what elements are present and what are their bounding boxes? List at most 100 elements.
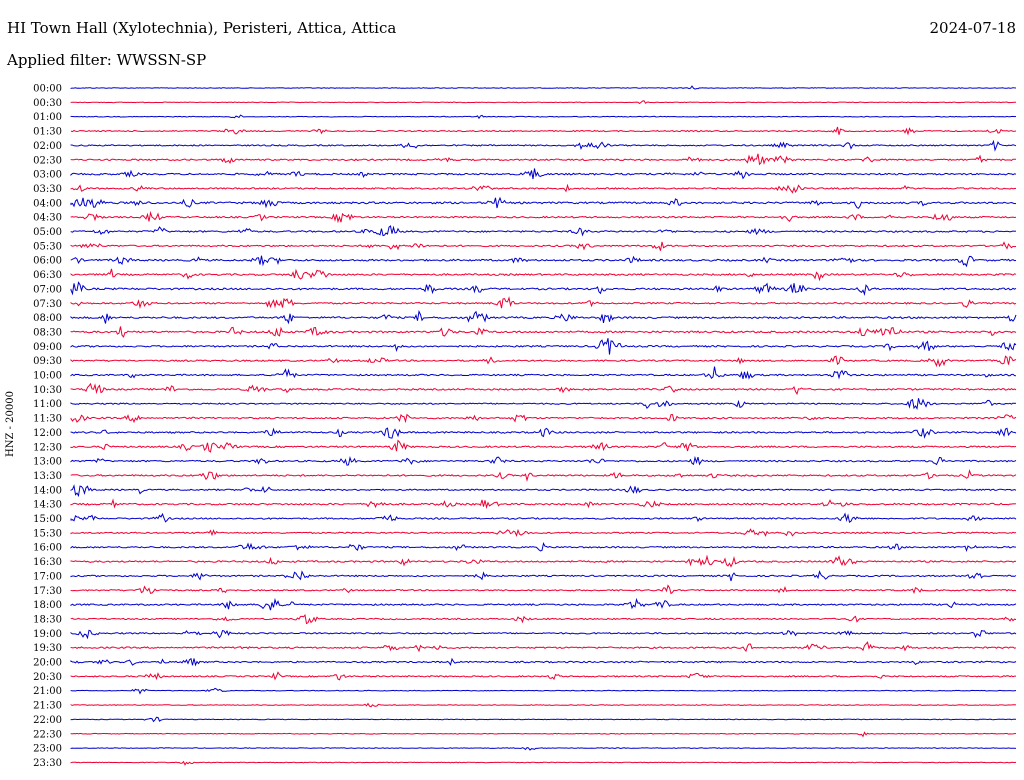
trace-line xyxy=(70,268,1017,282)
trace-line xyxy=(70,702,1017,708)
time-label: 09:30 xyxy=(33,356,62,367)
seismic-traces xyxy=(70,85,1017,766)
trace-line xyxy=(70,613,1017,625)
trace-line xyxy=(70,484,1017,498)
time-label: 04:00 xyxy=(33,198,62,209)
trace-line xyxy=(70,85,1017,90)
time-label: 13:30 xyxy=(33,471,62,482)
trace-line xyxy=(70,100,1016,105)
trace-line xyxy=(70,731,1017,738)
trace-line xyxy=(70,584,1017,595)
filter-label: Applied filter: WWSSN-SP xyxy=(7,51,207,69)
trace-line xyxy=(70,554,1017,568)
time-label: 10:30 xyxy=(33,385,62,396)
time-label: 16:30 xyxy=(33,557,62,568)
trace-line xyxy=(70,455,1017,466)
trace-line xyxy=(70,309,1017,325)
time-label: 05:00 xyxy=(33,227,62,238)
trace-line xyxy=(70,498,1017,510)
time-label: 07:30 xyxy=(33,299,62,310)
time-label: 12:30 xyxy=(33,442,62,453)
time-label: 01:30 xyxy=(33,127,62,138)
time-label: 20:30 xyxy=(33,672,62,683)
time-label: 17:30 xyxy=(33,586,62,597)
trace-line xyxy=(70,355,1017,368)
time-label: 20:00 xyxy=(33,658,62,669)
trace-line xyxy=(70,597,1017,611)
time-label: 00:30 xyxy=(33,98,62,109)
time-label: 11:00 xyxy=(33,399,62,410)
trace-line xyxy=(70,338,1017,355)
trace-line xyxy=(70,687,1017,695)
trace-line xyxy=(70,153,1016,166)
time-label: 14:00 xyxy=(33,485,62,496)
time-label: 02:30 xyxy=(33,155,62,166)
time-label: 13:00 xyxy=(33,457,62,468)
trace-line xyxy=(70,241,1017,251)
trace-line xyxy=(70,528,1017,537)
trace-line xyxy=(70,114,1017,120)
time-label: 19:30 xyxy=(33,643,62,654)
time-label: 04:30 xyxy=(33,213,62,224)
trace-line xyxy=(70,716,1017,723)
time-label: 14:30 xyxy=(33,500,62,511)
trace-line xyxy=(70,541,1017,553)
time-label: 21:00 xyxy=(33,686,62,697)
trace-line xyxy=(70,326,1017,338)
trace-line xyxy=(70,366,1017,380)
time-label: 08:30 xyxy=(33,327,62,338)
trace-line xyxy=(70,671,1016,681)
time-label: 10:00 xyxy=(33,371,62,382)
time-label: 09:00 xyxy=(33,342,62,353)
time-label: 15:00 xyxy=(33,514,62,525)
time-label: 19:00 xyxy=(33,629,62,640)
trace-line xyxy=(70,210,1017,224)
trace-line xyxy=(70,747,1017,751)
trace-line xyxy=(70,296,1017,309)
trace-line xyxy=(70,468,1017,483)
trace-line xyxy=(70,398,1017,410)
time-labels: 00:00 00:30 01:00 01:30 02:00 02:30 03:00 03:30… xyxy=(33,84,62,769)
time-label: 16:00 xyxy=(33,543,62,554)
channel-axis-label: HNZ - 20000 xyxy=(5,391,16,457)
trace-line xyxy=(70,427,1017,439)
time-label: 08:00 xyxy=(33,313,62,324)
time-label: 11:30 xyxy=(33,414,62,425)
trace-line xyxy=(70,183,1017,194)
time-label: 06:00 xyxy=(33,256,62,267)
trace-line xyxy=(70,196,1017,209)
trace-line xyxy=(70,570,1017,582)
time-label: 03:30 xyxy=(33,184,62,195)
time-label: 03:00 xyxy=(33,170,62,181)
trace-line xyxy=(70,657,1017,667)
time-label: 01:00 xyxy=(33,112,62,123)
time-label: 23:00 xyxy=(33,744,62,755)
time-label: 07:00 xyxy=(33,284,62,295)
trace-line xyxy=(70,413,1017,424)
time-label: 02:00 xyxy=(33,141,62,152)
trace-line xyxy=(70,760,1017,766)
trace-line xyxy=(70,168,1017,180)
trace-line xyxy=(70,629,1017,640)
trace-line xyxy=(70,641,1017,653)
time-label: 23:30 xyxy=(33,758,62,769)
time-label: 05:30 xyxy=(33,241,62,252)
trace-line xyxy=(70,255,1017,268)
trace-line xyxy=(70,512,1017,524)
trace-line xyxy=(70,126,1017,136)
trace-line xyxy=(70,382,1017,396)
plot-date: 2024-07-18 xyxy=(929,19,1016,37)
time-label: 00:00 xyxy=(33,84,62,95)
trace-line xyxy=(70,281,1017,296)
time-label: 22:30 xyxy=(33,729,62,740)
time-label: 06:30 xyxy=(33,270,62,281)
time-label: 18:30 xyxy=(33,614,62,625)
station-title: HI Town Hall (Xylotechnia), Peristeri, A… xyxy=(7,19,397,37)
time-label: 18:00 xyxy=(33,600,62,611)
trace-line xyxy=(70,225,1017,237)
time-label: 22:00 xyxy=(33,715,62,726)
trace-line xyxy=(70,139,1017,152)
time-label: 15:30 xyxy=(33,528,62,539)
time-label: 21:30 xyxy=(33,701,62,712)
